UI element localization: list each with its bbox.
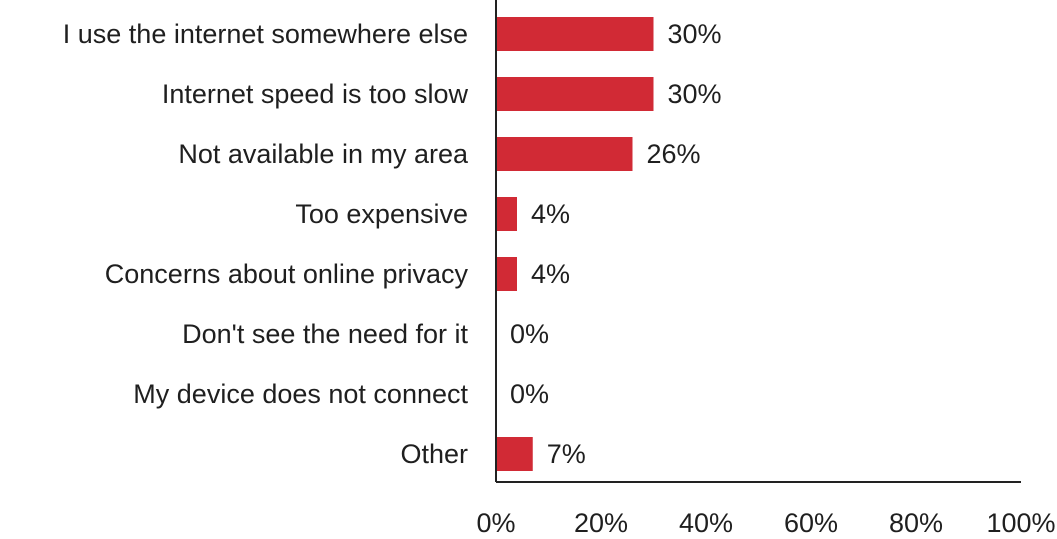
value-label: 4% [531,259,570,289]
bar [496,257,517,291]
x-tick-label: 40% [679,508,733,538]
category-label: Too expensive [295,199,468,229]
bar [496,17,654,51]
x-tick-label: 20% [574,508,628,538]
bar [496,137,633,171]
x-tick-label: 0% [476,508,515,538]
value-label: 4% [531,199,570,229]
category-label: Don't see the need for it [182,319,468,349]
value-label: 0% [510,319,549,349]
value-label: 30% [668,79,722,109]
value-label: 0% [510,379,549,409]
category-label: My device does not connect [133,379,468,409]
value-label: 26% [647,139,701,169]
category-label: Not available in my area [178,139,469,169]
x-tick-labels: 0% 20% 40% 60% 80% 100% [476,508,1055,538]
value-label: 7% [547,439,586,469]
bars-layer [496,17,654,471]
x-tick-label: 100% [986,508,1055,538]
axes [495,0,1021,483]
value-labels: 30% 30% 26% 4% 4% 0% 0% 7% [510,19,722,469]
category-labels: I use the internet somewhere else Interne… [63,19,469,469]
category-label: Internet speed is too slow [162,79,469,109]
category-label: Concerns about online privacy [105,259,469,289]
bar [496,77,654,111]
category-label: I use the internet somewhere else [63,19,468,49]
x-tick-label: 80% [889,508,943,538]
category-label: Other [400,439,468,469]
bar [496,437,533,471]
x-tick-label: 60% [784,508,838,538]
value-label: 30% [668,19,722,49]
bar [496,197,517,231]
